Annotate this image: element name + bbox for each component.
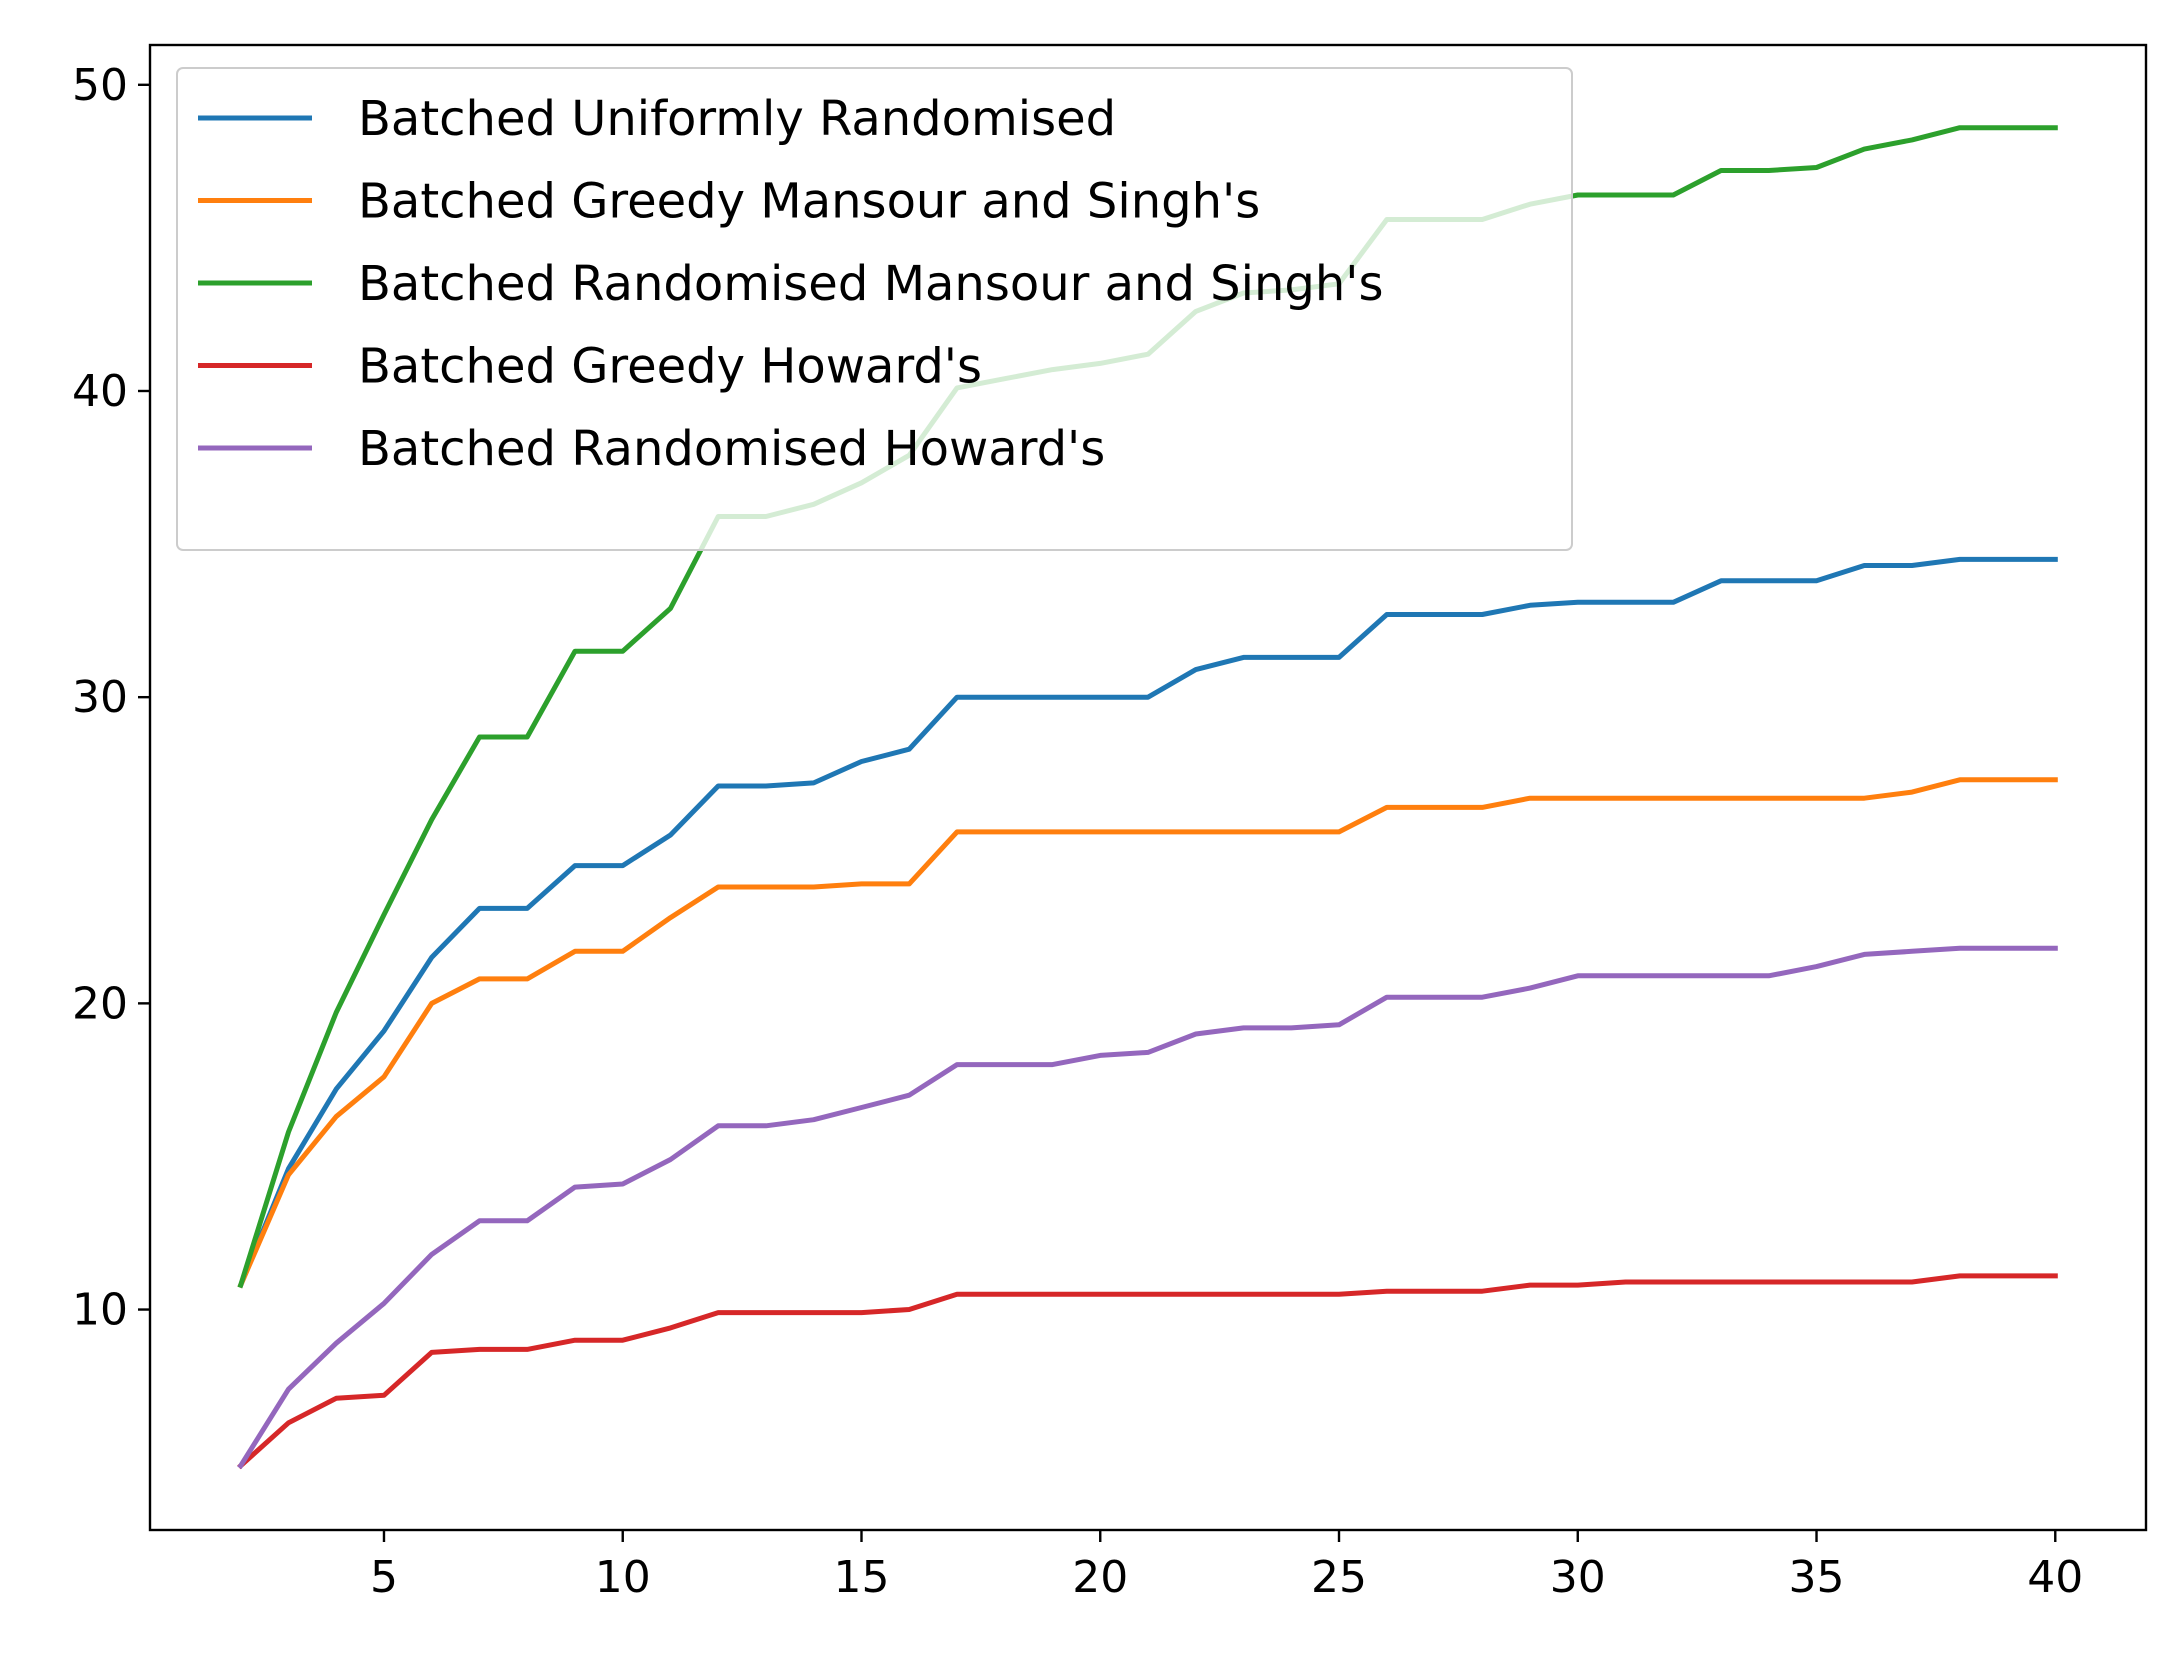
y-axis: 10 20 30 40 50 bbox=[72, 60, 150, 1336]
legend-box bbox=[176, 67, 1573, 551]
x-tick-label: 40 bbox=[2027, 1552, 2083, 1603]
y-tick-label: 20 bbox=[72, 978, 128, 1029]
series-line-4 bbox=[237, 1273, 2058, 1470]
legend-label-5: Batched Randomised Howard's bbox=[358, 421, 1105, 477]
legend-label-3: Batched Randomised Mansour and Singh's bbox=[358, 256, 1383, 312]
x-tick-label: 20 bbox=[1072, 1552, 1128, 1603]
x-tick-label: 35 bbox=[1789, 1552, 1845, 1603]
x-axis: 5 10 15 20 25 30 35 40 bbox=[370, 1530, 2083, 1603]
x-tick-label: 30 bbox=[1550, 1552, 1606, 1603]
legend: Batched Uniformly Randomised Batched Gree… bbox=[176, 67, 1573, 551]
x-tick-label: 10 bbox=[595, 1552, 651, 1603]
y-tick-label: 50 bbox=[72, 60, 128, 111]
y-tick-label: 10 bbox=[72, 1285, 128, 1336]
legend-label-4: Batched Greedy Howard's bbox=[358, 339, 982, 395]
series-line-1 bbox=[237, 556, 2058, 1289]
x-tick-label: 25 bbox=[1311, 1552, 1367, 1603]
legend-label-1: Batched Uniformly Randomised bbox=[358, 91, 1116, 147]
y-tick-label: 40 bbox=[72, 366, 128, 417]
series-line-5 bbox=[237, 945, 2058, 1470]
x-tick-label: 5 bbox=[370, 1552, 398, 1603]
y-tick-label: 30 bbox=[72, 672, 128, 723]
plot-area-frame bbox=[148, 43, 2148, 1532]
legend-label-2: Batched Greedy Mansour and Singh's bbox=[358, 174, 1260, 230]
series-line-2 bbox=[237, 777, 2058, 1289]
x-tick-label: 15 bbox=[833, 1552, 889, 1603]
